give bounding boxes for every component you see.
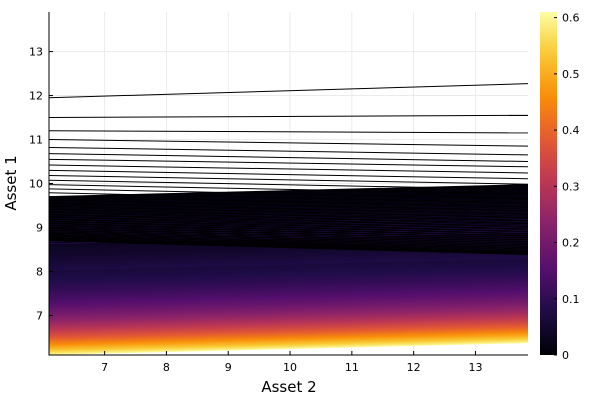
contour-line: [49, 232, 528, 247]
contour-line: [49, 188, 528, 200]
contour-line: [49, 205, 528, 219]
contour-line: [49, 114, 528, 119]
x-tick-label: 8: [163, 361, 170, 374]
contour-line: [49, 179, 528, 190]
contour-line: [49, 240, 528, 256]
x-tick-label: 7: [101, 361, 108, 374]
contour-line: [49, 237, 528, 252]
x-tick-label: 9: [225, 361, 232, 374]
contour-line: [49, 153, 528, 163]
x-axis-label: Asset 2: [261, 378, 316, 396]
y-tick-label: 8: [36, 265, 43, 278]
colorbar-ticks: 0 0.1 0.2 0.3 0.4 0.5 0.6: [554, 12, 580, 362]
contour-line: [49, 224, 528, 239]
contour-line: [49, 226, 528, 241]
colorbar-tick-label: 0.6: [562, 12, 580, 25]
colorbar-tick-label: 0.1: [562, 293, 580, 306]
contour-line: [49, 130, 528, 134]
x-tick-label: 11: [345, 361, 359, 374]
y-tick-label: 9: [36, 221, 43, 234]
contour-line: [49, 192, 528, 204]
contour-line-layer: [49, 83, 528, 256]
y-tick-label: 12: [29, 90, 43, 103]
contour-line: [49, 231, 528, 246]
contour-line: [49, 220, 528, 235]
y-axis-label: Asset 1: [2, 155, 20, 210]
contour-line: [49, 238, 528, 254]
contour-line: [49, 236, 528, 251]
contour-line: [49, 169, 528, 180]
contour-line: [49, 228, 528, 243]
contour-line: [49, 146, 528, 156]
contour-line: [49, 218, 528, 232]
contour-line: [49, 202, 528, 215]
colorbar-tick-label: 0.2: [562, 237, 580, 250]
contour-line: [49, 139, 528, 147]
x-tick-label: 10: [283, 361, 297, 374]
x-tick-label: 12: [407, 361, 421, 374]
colorbar-tick-label: 0.5: [562, 68, 580, 81]
axis-frame: [48, 12, 528, 356]
contour-line: [49, 199, 528, 212]
y-tick-label: 11: [29, 134, 43, 147]
colorbar-tick-label: 0.4: [562, 124, 580, 137]
colorbar-tick-label: 0.3: [562, 180, 580, 193]
colorbar-tick-label: 0: [562, 349, 569, 362]
x-tick-label: 13: [468, 361, 482, 374]
colorbar: 0 0.1 0.2 0.3 0.4 0.5 0.6: [540, 12, 580, 362]
contour-line: [49, 164, 528, 174]
y-tick-label: 13: [29, 46, 43, 59]
contour-line: [49, 196, 528, 208]
contour-line: [49, 208, 528, 222]
contour-line: [49, 233, 528, 249]
contour-line: [49, 216, 528, 230]
contour-line: [49, 158, 528, 168]
contour-fill-layer: [49, 184, 528, 355]
contour-line: [49, 229, 528, 244]
colorbar-gradient: [540, 12, 557, 355]
contour-line: [49, 211, 528, 225]
contour-line: [49, 235, 528, 250]
contour-line: [49, 174, 528, 185]
y-tick-label: 7: [36, 309, 43, 322]
contour-line: [49, 239, 528, 255]
contour-line: [49, 222, 528, 237]
contour-line: [49, 184, 528, 195]
contour-line: [49, 214, 528, 227]
y-tick-label: 10: [29, 178, 43, 191]
axes-layer: 7 8 9 10 11 12 13 7 8 9 10 11 12 13: [29, 12, 528, 374]
contour-line: [49, 83, 528, 99]
